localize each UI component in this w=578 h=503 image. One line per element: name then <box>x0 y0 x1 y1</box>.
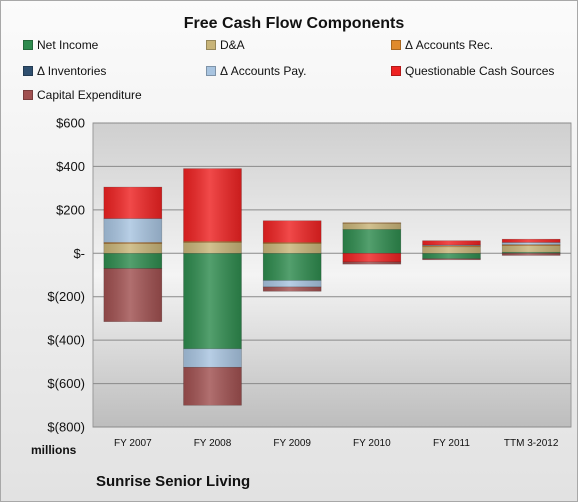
legend-swatch <box>391 66 401 76</box>
bar-segment-shade <box>502 244 561 246</box>
legend-swatch <box>23 90 33 100</box>
bar-segment-shade <box>502 253 561 256</box>
bar-segment-shade <box>263 286 322 292</box>
legend-item: Capital Expenditure <box>23 88 142 102</box>
bar-segment-shade <box>502 245 561 253</box>
bar-segment-shade <box>183 367 242 406</box>
bar-segment-shade <box>103 253 162 269</box>
x-tick-label: FY 2007 <box>114 438 152 449</box>
bar-segment-shade <box>422 245 481 247</box>
y-tick-label: $(400) <box>47 333 85 348</box>
bar-segment-shade <box>263 253 322 281</box>
bar-segment-shade <box>103 187 162 219</box>
bar-segment-shade <box>103 243 162 254</box>
bar-segment-shade <box>422 253 481 259</box>
legend-label: Δ Accounts Rec. <box>405 38 494 52</box>
bar-segment-shade <box>342 253 401 262</box>
bar-segment-shade <box>183 242 242 254</box>
bar-segment-shade <box>342 222 401 224</box>
x-tick-label: FY 2011 <box>433 438 470 449</box>
legend-item: Δ Accounts Pay. <box>206 64 307 78</box>
bar-segment-shade <box>103 218 162 243</box>
bar-segment-shade <box>263 220 322 243</box>
legend-swatch <box>206 40 216 50</box>
bar-segment-shade <box>263 243 322 254</box>
bar-segment-shade <box>502 252 561 254</box>
legend-label: Questionable Cash Sources <box>405 64 555 78</box>
legend-label: Δ Accounts Pay. <box>220 64 307 78</box>
bar-segment-shade <box>263 280 322 287</box>
legend-item: Δ Inventories <box>23 64 106 78</box>
x-tick-label: FY 2010 <box>353 438 391 449</box>
bar-segment-shade <box>103 242 162 244</box>
bar-segment-shade <box>422 246 481 254</box>
bar-segment-shade <box>263 242 322 244</box>
bar-segment-shade <box>502 239 561 243</box>
y-tick-label: $(200) <box>47 289 85 304</box>
bar-segment-shade <box>103 268 162 322</box>
legend-label: Net Income <box>37 38 99 52</box>
legend-item: Questionable Cash Sources <box>391 64 554 78</box>
y-tick-label: $200 <box>56 202 85 217</box>
bar-segment-shade <box>502 242 561 245</box>
legend-swatch <box>391 40 401 50</box>
legend-item: D&A <box>206 38 245 52</box>
x-tick-label: FY 2009 <box>273 438 311 449</box>
bar-segment-shade <box>342 229 401 254</box>
bar-segment-shade <box>342 223 401 230</box>
bar-segment-shade <box>422 258 481 260</box>
bar-segment-shade <box>183 241 242 243</box>
company-label: Sunrise Senior Living <box>96 473 251 490</box>
legend-label: Capital Expenditure <box>37 88 142 102</box>
y-tick-label: $400 <box>56 159 85 174</box>
y-tick-label: $- <box>73 246 85 261</box>
bar-segment-shade <box>183 168 242 242</box>
bar-segment-shade <box>342 261 401 265</box>
legend-label: Δ Inventories <box>37 64 107 78</box>
x-tick-label: FY 2008 <box>194 438 232 449</box>
legend-item: Δ Accounts Rec. <box>391 38 493 52</box>
bar-segment-shade <box>422 240 481 246</box>
x-tick-label: TTM 3-2012 <box>504 438 559 449</box>
legend-swatch <box>23 66 33 76</box>
bar-segment-shade <box>183 348 242 368</box>
bar-segment-shade <box>183 253 242 349</box>
units-label: millions <box>31 443 77 457</box>
y-tick-label: $(800) <box>47 420 85 435</box>
y-tick-label: $(600) <box>47 376 85 391</box>
chart-title: Free Cash Flow Components <box>183 15 405 32</box>
y-tick-label: $600 <box>56 116 85 131</box>
legend-swatch <box>206 66 216 76</box>
legend-label: D&A <box>220 38 245 52</box>
legend-item: Net Income <box>23 38 98 52</box>
plot-area <box>92 122 572 428</box>
legend-swatch <box>23 40 33 50</box>
bar-segment-shade <box>422 245 481 246</box>
